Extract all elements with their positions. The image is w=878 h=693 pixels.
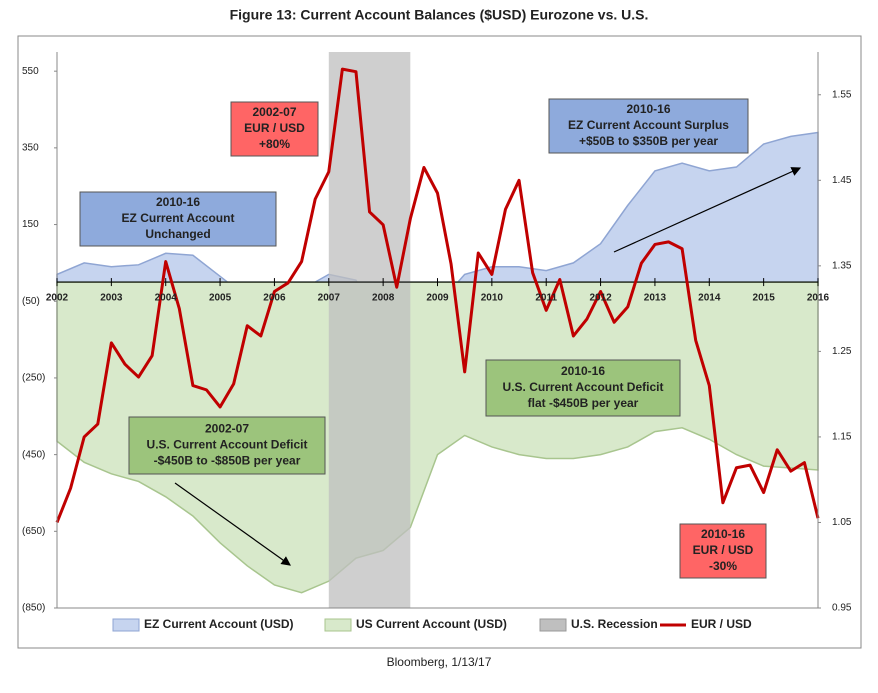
- x-tick-label: 2012: [589, 293, 612, 304]
- x-tick-label: 2007: [318, 293, 341, 304]
- annotation-box: [128, 416, 326, 475]
- annotation-text: 2010-16: [561, 364, 605, 378]
- x-tick-label: 2011: [535, 293, 557, 304]
- annotation-text: EZ Current Account: [122, 211, 235, 225]
- annotation-text: 2010-16: [156, 195, 200, 209]
- line: [55, 67, 820, 524]
- annotation-box: [485, 359, 681, 417]
- x-tick-label: 2013: [644, 293, 667, 304]
- legend-swatch: [324, 618, 352, 632]
- y-tick-label: 150: [22, 219, 39, 230]
- annotation-text: +80%: [259, 137, 290, 151]
- x-tick-label: 2015: [753, 293, 776, 304]
- x-tick-label: 2009: [426, 293, 449, 304]
- x-tick-label: 2003: [100, 293, 123, 304]
- y2-tick-label: 0.95: [832, 603, 852, 614]
- annotation-text: EUR / USD: [244, 121, 305, 135]
- legend-label: EUR / USD: [691, 617, 752, 631]
- annotation-text: 2002-07: [205, 422, 249, 436]
- annotation-box: [230, 101, 319, 157]
- annotation-text: Unchanged: [145, 227, 210, 241]
- arrow: [613, 167, 802, 253]
- x-tick-label: 2014: [698, 293, 721, 304]
- annotation-text: 2010-16: [626, 102, 670, 116]
- x-tick-label: 2002: [46, 293, 69, 304]
- annotation-text: flat -$450B per year: [528, 396, 639, 410]
- annotation-text: EUR / USD: [693, 543, 754, 557]
- y-tick-label: (250): [22, 373, 45, 384]
- source: Bloomberg, 1/13/17: [387, 655, 492, 669]
- y-tick-label: (50): [22, 296, 40, 307]
- x-tick-label: 2005: [209, 293, 232, 304]
- annotation-text: -30%: [709, 559, 737, 573]
- y-tick-label: (450): [22, 449, 45, 460]
- legend-label: US Current Account (USD): [356, 617, 507, 631]
- x-tick-label: 2010: [481, 293, 504, 304]
- chart-frame: [17, 35, 862, 649]
- annotation-box: [79, 191, 277, 247]
- y2-tick-label: 1.05: [832, 517, 852, 528]
- chart-title: Figure 13: Current Account Balances ($US…: [230, 7, 649, 23]
- annotation-text: U.S. Current Account Deficit: [147, 438, 308, 452]
- y2-tick-label: 1.55: [832, 89, 852, 100]
- recession-band: [328, 52, 411, 608]
- legend-label: U.S. Recession: [571, 617, 658, 631]
- annotation-text: -$450B to -$850B per year: [154, 454, 301, 468]
- arrow: [174, 482, 291, 566]
- annotation-text: 2002-07: [252, 105, 296, 119]
- x-tick-label: 2008: [372, 293, 395, 304]
- y2-tick-label: 1.45: [832, 175, 852, 186]
- legend-swatch: [539, 618, 567, 632]
- annotation-text: U.S. Current Account Deficit: [503, 380, 664, 394]
- annotation-box: [679, 523, 767, 579]
- annotation-text: 2010-16: [701, 527, 745, 541]
- x-tick-label: 2006: [263, 293, 286, 304]
- y2-tick-label: 1.25: [832, 346, 852, 357]
- legend-swatch: [112, 618, 140, 632]
- annotation-box: [548, 98, 749, 154]
- legend-label: EZ Current Account (USD): [144, 617, 294, 631]
- y2-tick-label: 1.15: [832, 432, 852, 443]
- y2-tick-label: 1.35: [832, 260, 852, 271]
- y-tick-label: 550: [22, 66, 39, 77]
- annotation-text: +$50B to $350B per year: [579, 134, 718, 148]
- y-tick-label: 350: [22, 143, 39, 154]
- annotation-text: EZ Current Account Surplus: [568, 118, 729, 132]
- y-tick-label: (850): [22, 603, 45, 614]
- x-tick-label: 2016: [807, 293, 830, 304]
- y-tick-label: (650): [22, 526, 45, 537]
- x-tick-label: 2004: [155, 293, 178, 304]
